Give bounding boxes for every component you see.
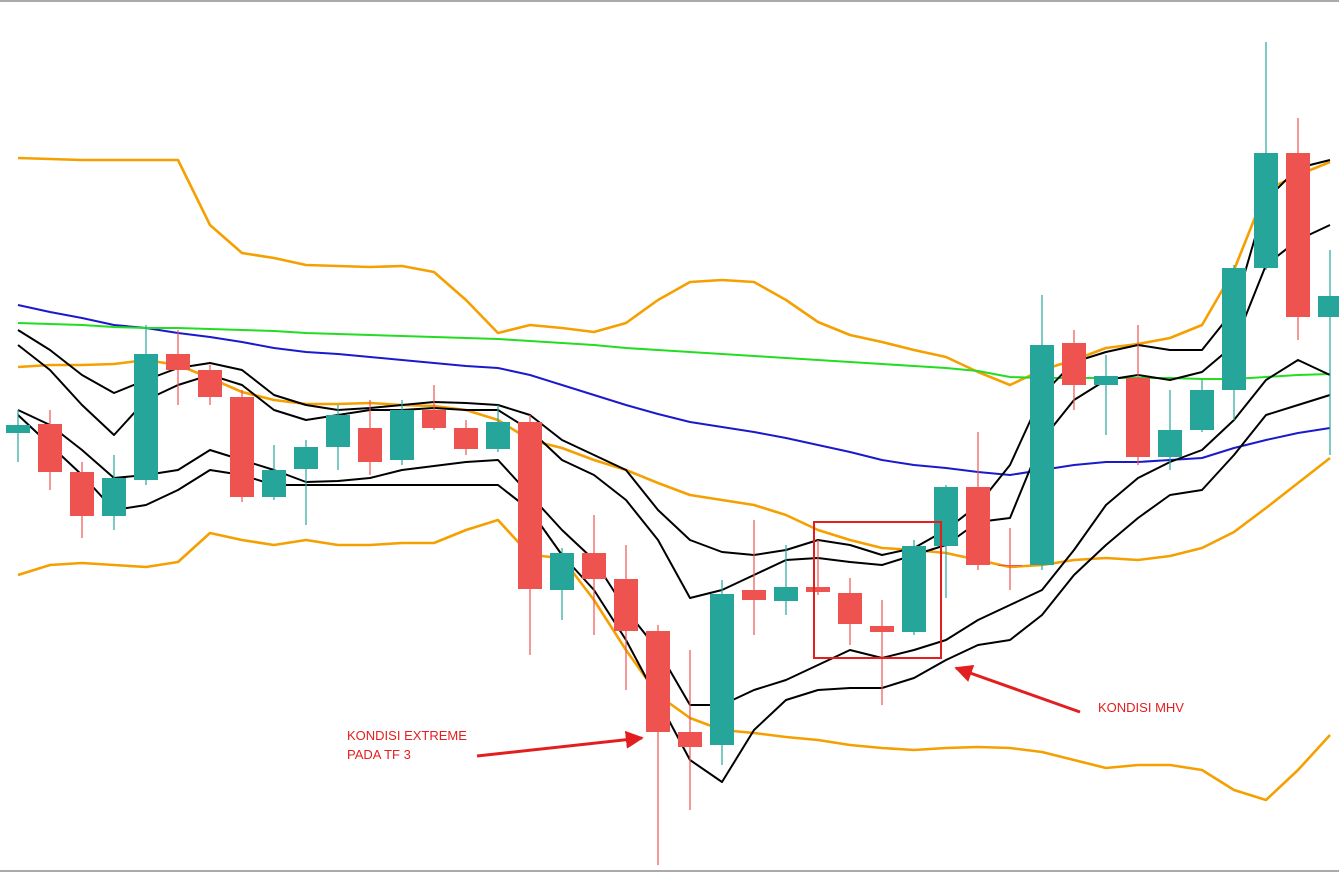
candle-body	[614, 579, 638, 631]
candle-body	[1094, 376, 1118, 385]
candle-body	[6, 425, 30, 433]
indicator-line	[17, 156, 1331, 387]
candle-body	[1158, 430, 1182, 457]
indicator-line	[17, 358, 1331, 569]
candle-body	[550, 553, 574, 590]
candle-body	[646, 631, 670, 732]
candle-body	[166, 354, 190, 370]
indicator-line	[17, 159, 1331, 556]
arrow	[476, 730, 644, 758]
candle-body	[998, 565, 1022, 566]
candle-body	[806, 587, 830, 592]
candle-body	[902, 546, 926, 632]
candle-body	[710, 594, 734, 745]
candle-body	[134, 354, 158, 480]
candle-body	[1222, 268, 1246, 390]
candle-body	[230, 397, 254, 497]
candle-body	[422, 410, 446, 428]
candle-body	[1126, 378, 1150, 457]
candle-body	[678, 732, 702, 747]
indicator-line	[17, 304, 1331, 476]
candle-body	[838, 593, 862, 624]
candle-body	[934, 487, 958, 546]
candles	[6, 42, 1339, 865]
indicator-lines	[17, 156, 1331, 802]
candle-body	[1190, 390, 1214, 430]
annotation: PADA TF 3	[347, 747, 411, 762]
candle-body	[582, 553, 606, 579]
candle-body	[358, 428, 382, 462]
candle-body	[1254, 153, 1278, 268]
candle-body	[1286, 153, 1310, 317]
candle-body	[70, 472, 94, 516]
candle-body	[102, 478, 126, 516]
candle-body	[326, 415, 350, 447]
candle-body	[38, 424, 62, 472]
candle-body	[518, 422, 542, 589]
candle-body	[1062, 343, 1086, 385]
candle-body	[294, 447, 318, 469]
candle-body	[742, 590, 766, 600]
annotation: KONDISI MHV	[1098, 700, 1184, 715]
candle-body	[774, 587, 798, 601]
candle-body	[870, 626, 894, 632]
candle-body	[486, 422, 510, 449]
candle-body	[966, 487, 990, 565]
candle-body	[390, 410, 414, 460]
candle-body	[1030, 345, 1054, 565]
candle-body	[454, 428, 478, 449]
annotations: KONDISI EXTREME PADA TF 3 KONDISI MHV	[347, 521, 1184, 762]
candle-body	[1318, 296, 1339, 317]
highlight-box	[813, 521, 942, 659]
candle-body	[198, 370, 222, 397]
annotation: KONDISI EXTREME	[347, 728, 467, 743]
indicator-line	[17, 518, 1331, 802]
candle-body	[262, 470, 286, 497]
arrow	[954, 664, 1081, 714]
